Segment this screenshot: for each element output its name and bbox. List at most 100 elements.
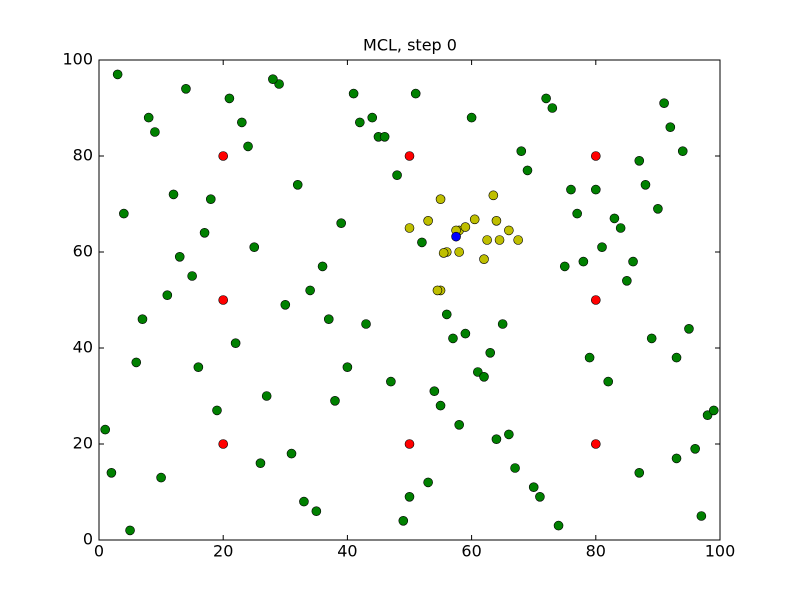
particle — [708, 405, 719, 416]
particle — [572, 208, 582, 219]
particle — [460, 222, 471, 232]
particle — [671, 453, 682, 464]
particle — [513, 235, 523, 245]
particle — [677, 146, 688, 156]
particle — [448, 333, 458, 344]
particle — [622, 275, 632, 286]
particle — [482, 235, 492, 245]
particle — [653, 204, 663, 214]
particle — [590, 151, 601, 161]
particle — [469, 214, 480, 225]
x-tick-label: 20 — [213, 542, 233, 561]
particle — [634, 156, 645, 166]
particle — [317, 261, 328, 272]
particle — [451, 231, 461, 242]
particle — [671, 352, 682, 363]
particle — [218, 295, 228, 305]
particle — [237, 117, 247, 128]
chart-title: MCL, step 0 — [363, 36, 457, 55]
particle — [528, 482, 539, 493]
particle — [491, 434, 502, 445]
particle — [494, 235, 505, 245]
particle — [590, 295, 601, 305]
particle — [435, 400, 446, 411]
particle — [156, 472, 166, 483]
y-tick-label: 0 — [83, 530, 93, 549]
particle — [106, 467, 117, 478]
particle — [404, 151, 415, 161]
particle — [466, 112, 477, 123]
particle — [230, 338, 241, 349]
particle — [485, 347, 496, 358]
particle — [578, 256, 589, 267]
plot-frame — [98, 59, 721, 541]
particle — [100, 424, 111, 435]
particle — [460, 328, 471, 339]
particle — [454, 247, 464, 257]
particle — [367, 112, 378, 123]
x-tick-label: 60 — [461, 542, 481, 561]
particle — [634, 467, 645, 478]
particle — [479, 371, 489, 382]
particle — [659, 98, 669, 108]
particle — [488, 190, 499, 201]
particle — [261, 391, 272, 401]
particle — [224, 93, 235, 104]
x-tick-label: 80 — [586, 542, 606, 561]
particle — [435, 194, 446, 204]
particle — [646, 333, 657, 344]
y-tick-label: 20 — [73, 434, 93, 453]
particle — [361, 319, 371, 329]
particle — [609, 213, 620, 224]
particle — [348, 88, 359, 99]
particle — [323, 314, 334, 325]
particle — [112, 69, 123, 80]
particle — [398, 515, 409, 526]
y-tick-label: 80 — [73, 146, 93, 165]
particle — [218, 439, 228, 449]
particle — [584, 352, 595, 363]
particle — [615, 223, 626, 233]
particle — [547, 103, 558, 113]
particle — [386, 376, 396, 387]
particle — [429, 386, 440, 397]
particle — [143, 112, 154, 123]
particle — [119, 208, 129, 219]
particle — [174, 251, 185, 262]
particle — [292, 180, 303, 190]
particle — [131, 357, 142, 368]
particle — [342, 362, 353, 373]
particle — [255, 458, 266, 469]
particle — [696, 511, 707, 521]
particle — [181, 84, 191, 94]
particle — [684, 323, 694, 334]
particle — [168, 189, 179, 200]
particle — [590, 439, 601, 449]
y-tick-label: 60 — [73, 242, 93, 261]
particle — [504, 225, 514, 236]
particle — [137, 314, 148, 325]
particle — [423, 216, 433, 226]
x-tick-label: 0 — [94, 542, 104, 561]
particle — [392, 170, 402, 180]
particle — [423, 477, 433, 488]
particle — [628, 256, 638, 267]
particle — [497, 319, 508, 329]
particle — [187, 271, 197, 281]
particle — [243, 141, 253, 152]
particle — [379, 132, 390, 142]
particle — [299, 496, 309, 507]
particle — [640, 180, 651, 190]
particle — [491, 216, 502, 226]
y-tick-label: 100 — [62, 50, 93, 69]
particle — [404, 439, 415, 449]
particle — [516, 146, 527, 156]
particle — [286, 448, 297, 459]
particle — [522, 165, 533, 176]
particle — [268, 74, 278, 84]
particle — [603, 376, 614, 387]
particle — [249, 242, 260, 252]
particle — [590, 184, 601, 195]
